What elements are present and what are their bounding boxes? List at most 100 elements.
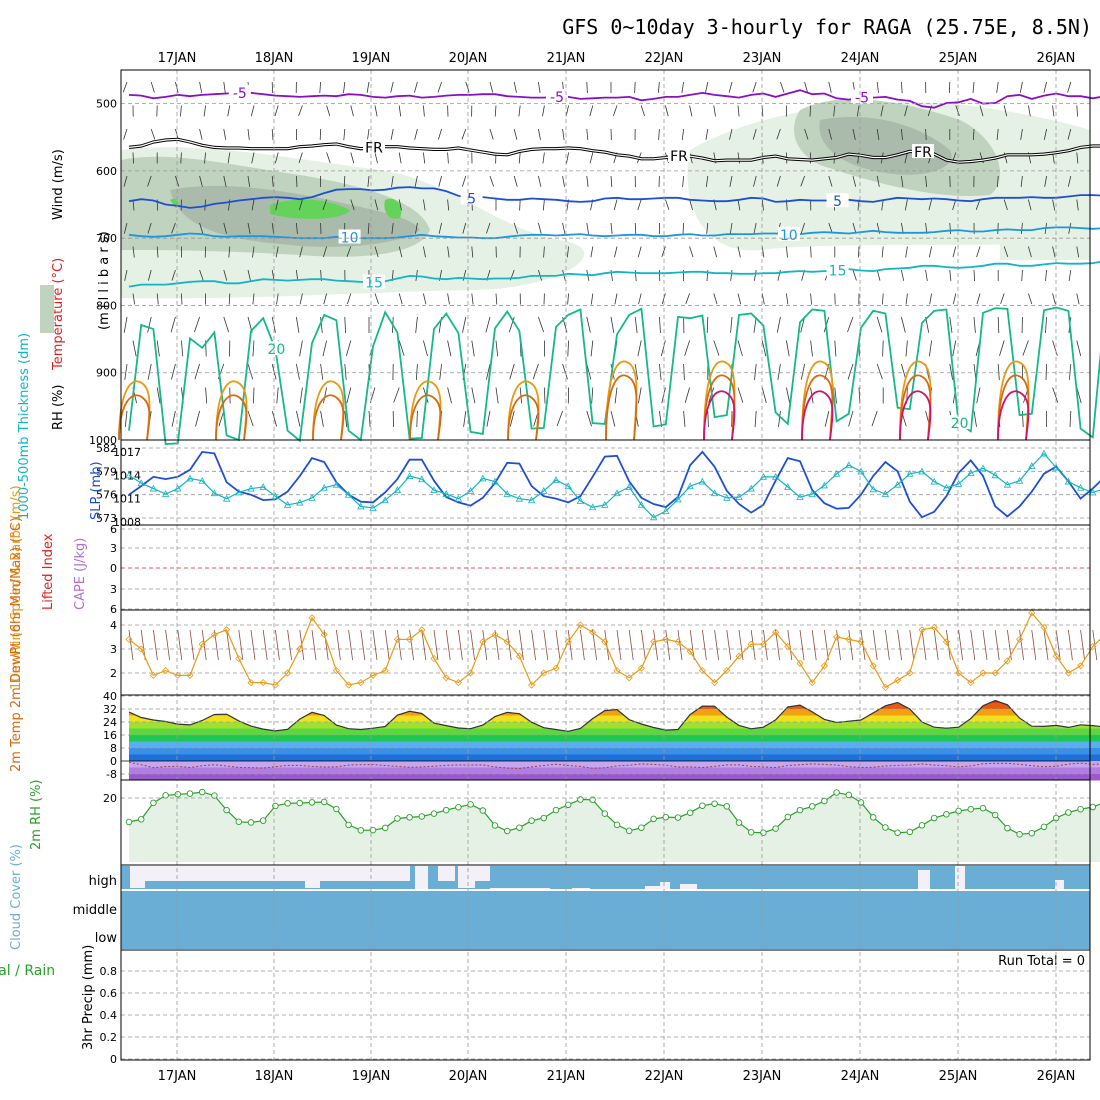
wind-barb — [976, 246, 981, 258]
wind-barb — [905, 340, 908, 357]
wind-barb — [542, 199, 545, 211]
rh2m-marker — [625, 827, 633, 835]
wind-barb — [566, 246, 569, 258]
wind10m-marker — [772, 628, 780, 636]
wind10m-barb — [153, 629, 158, 661]
wind-barb — [271, 222, 275, 234]
isotherm-label-bg — [363, 274, 385, 289]
wind-barb — [471, 246, 474, 258]
wind-barb — [519, 199, 521, 211]
wind10m-marker — [442, 674, 450, 682]
wind10m-marker — [601, 638, 609, 646]
wind-barb — [223, 128, 227, 140]
wind-barb — [737, 246, 741, 258]
wind-barb — [1068, 269, 1072, 281]
wind-barb — [276, 293, 279, 305]
wind-barb — [148, 269, 152, 281]
rh2m-marker — [991, 811, 999, 819]
wind-barb — [737, 387, 744, 403]
wind-barb — [834, 387, 837, 404]
wind10m-marker — [357, 679, 365, 687]
wind-barb — [882, 340, 884, 357]
wind-barb — [199, 128, 203, 140]
wind-barb — [296, 363, 300, 380]
wind-barb — [513, 175, 518, 187]
cloud-gap — [1055, 880, 1064, 890]
slp-marker — [954, 480, 963, 487]
wind-barb — [322, 340, 327, 357]
slp-marker — [662, 507, 670, 515]
wind-barb — [147, 316, 152, 333]
wind-barb — [543, 246, 545, 258]
wind-barb — [1052, 199, 1056, 211]
wind-barb — [538, 81, 541, 93]
slp-marker — [198, 476, 206, 484]
rh2m-marker — [503, 827, 511, 835]
wind-barb — [786, 246, 788, 258]
slp-marker — [601, 501, 609, 508]
wind-barb — [542, 152, 545, 164]
wind-barb — [203, 105, 206, 117]
rh2m-marker — [613, 821, 621, 829]
temp-band — [129, 715, 1100, 722]
wind10m-marker — [686, 647, 694, 655]
wind-barb — [634, 269, 637, 282]
x-tick-bottom: 21JAN — [547, 1069, 586, 1084]
slp-marker — [942, 483, 951, 491]
wind10m-marker — [735, 652, 743, 660]
wind-barb — [856, 105, 860, 117]
wind-barb — [1076, 199, 1079, 211]
wind-barb — [737, 105, 740, 117]
wind-barb — [274, 105, 279, 117]
wind10m-marker — [820, 662, 828, 670]
wind-barb — [390, 81, 394, 93]
precip-tick: 0.8 — [100, 965, 118, 978]
wind-barb — [614, 387, 618, 404]
temp-tick: 40 — [103, 690, 117, 703]
slp-marker — [393, 486, 402, 494]
wind-barb — [462, 222, 467, 234]
slp-ylabel: SLP (mb) — [89, 461, 104, 520]
rh2m-marker — [247, 819, 255, 826]
precip-ylabel: 3hr Precip (mm) — [81, 945, 96, 1050]
slp-marker — [881, 490, 890, 497]
wind-barb — [171, 363, 176, 380]
wind10m-marker — [698, 667, 706, 675]
slp-marker — [649, 513, 658, 521]
wind-barb — [590, 246, 594, 258]
wind-barb — [271, 410, 277, 427]
wind10m-marker — [918, 626, 926, 634]
wind-barb — [997, 363, 1000, 381]
rh2m-marker — [381, 824, 389, 832]
wind10m-marker — [137, 645, 145, 653]
wind-barb — [613, 199, 618, 211]
wind-barb — [471, 387, 476, 404]
rh2m-marker — [723, 803, 731, 810]
wind10m-barb — [714, 629, 719, 661]
slp-marker — [784, 483, 792, 490]
wind-barb — [471, 340, 475, 357]
wind10m-barb — [653, 629, 658, 661]
wind10m-barb — [1080, 629, 1085, 661]
wind-barb — [1076, 246, 1080, 258]
slp-marker — [137, 479, 145, 487]
wind10m-barb — [933, 629, 939, 661]
wind10m-barb — [458, 629, 463, 661]
slp-tick: 1017 — [113, 446, 141, 459]
wind10m-marker — [259, 679, 267, 687]
wind10m-barb — [433, 629, 439, 661]
wind-barb — [1076, 105, 1078, 117]
wind-barb — [194, 316, 200, 333]
wind-barb — [346, 387, 352, 404]
wind10m-barb — [982, 629, 988, 661]
wind-barb — [996, 128, 999, 140]
wind-barb — [952, 199, 957, 211]
wind-barb — [1076, 293, 1080, 305]
slp-marker — [174, 484, 182, 492]
wind10m-marker — [906, 669, 914, 677]
wind-barb — [800, 175, 805, 187]
li-tick: 6 — [110, 523, 117, 536]
rh2m-marker — [711, 800, 718, 807]
precip-tick: 0.4 — [100, 1009, 118, 1022]
isotherm-minus5 — [128, 89, 1100, 109]
